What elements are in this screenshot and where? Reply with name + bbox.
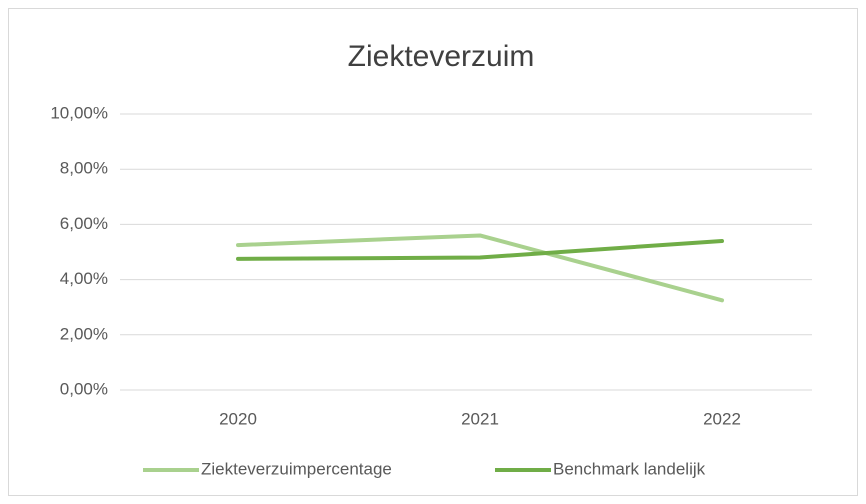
legend-label: Ziekteverzuimpercentage [201, 459, 392, 478]
y-tick-label: 4,00% [60, 269, 108, 288]
x-tick-label: 2021 [461, 409, 499, 428]
y-tick-label: 6,00% [60, 214, 108, 233]
legend-label: Benchmark landelijk [553, 459, 706, 478]
chart-title: Ziekteverzuim [348, 40, 535, 73]
series-line [236, 238, 724, 261]
y-tick-label: 8,00% [60, 159, 108, 178]
y-tick-label: 0,00% [60, 379, 108, 398]
x-tick-label: 2022 [703, 409, 741, 428]
y-tick-label: 10,00% [50, 103, 108, 122]
chart-border [8, 8, 858, 496]
series-line [236, 233, 724, 303]
y-tick-label: 2,00% [60, 324, 108, 343]
x-tick-label: 2020 [219, 409, 257, 428]
